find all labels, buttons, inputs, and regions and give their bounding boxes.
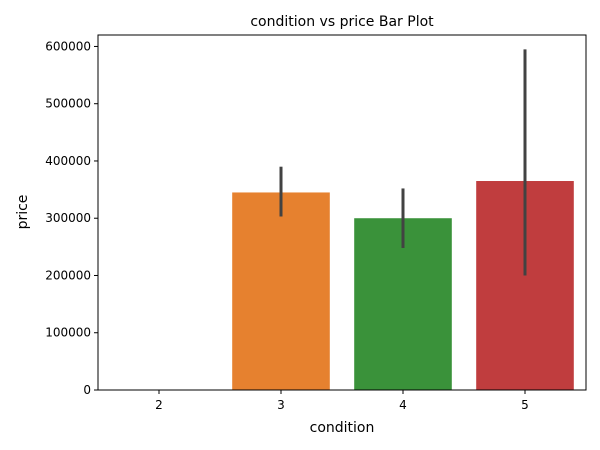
x-tick-label-3: 3 [277, 398, 285, 412]
y-tick-label-400000: 400000 [45, 154, 91, 168]
y-axis-title: price [15, 195, 31, 230]
plot-frame [97, 34, 587, 391]
x-tick-label-2: 2 [155, 398, 163, 412]
chart-title: condition vs price Bar Plot [250, 14, 434, 30]
y-tick-label-500000: 500000 [45, 97, 91, 111]
x-tick-label-5: 5 [521, 398, 529, 412]
y-tick-label-0: 0 [83, 383, 91, 397]
x-axis: 2 3 4 5 [155, 390, 529, 412]
y-axis: 0 100000 200000 300000 400000 500000 600000 [45, 39, 98, 397]
x-tick-label-4: 4 [399, 398, 407, 412]
error-bars-group [279, 49, 527, 276]
x-axis-title: condition [310, 420, 375, 436]
bar-condition-3 [232, 192, 330, 390]
y-tick-label-100000: 100000 [45, 326, 91, 340]
y-tick-label-300000: 300000 [45, 211, 91, 225]
y-tick-label-200000: 200000 [45, 268, 91, 282]
bars-group [232, 181, 574, 390]
y-tick-label-600000: 600000 [45, 39, 91, 53]
